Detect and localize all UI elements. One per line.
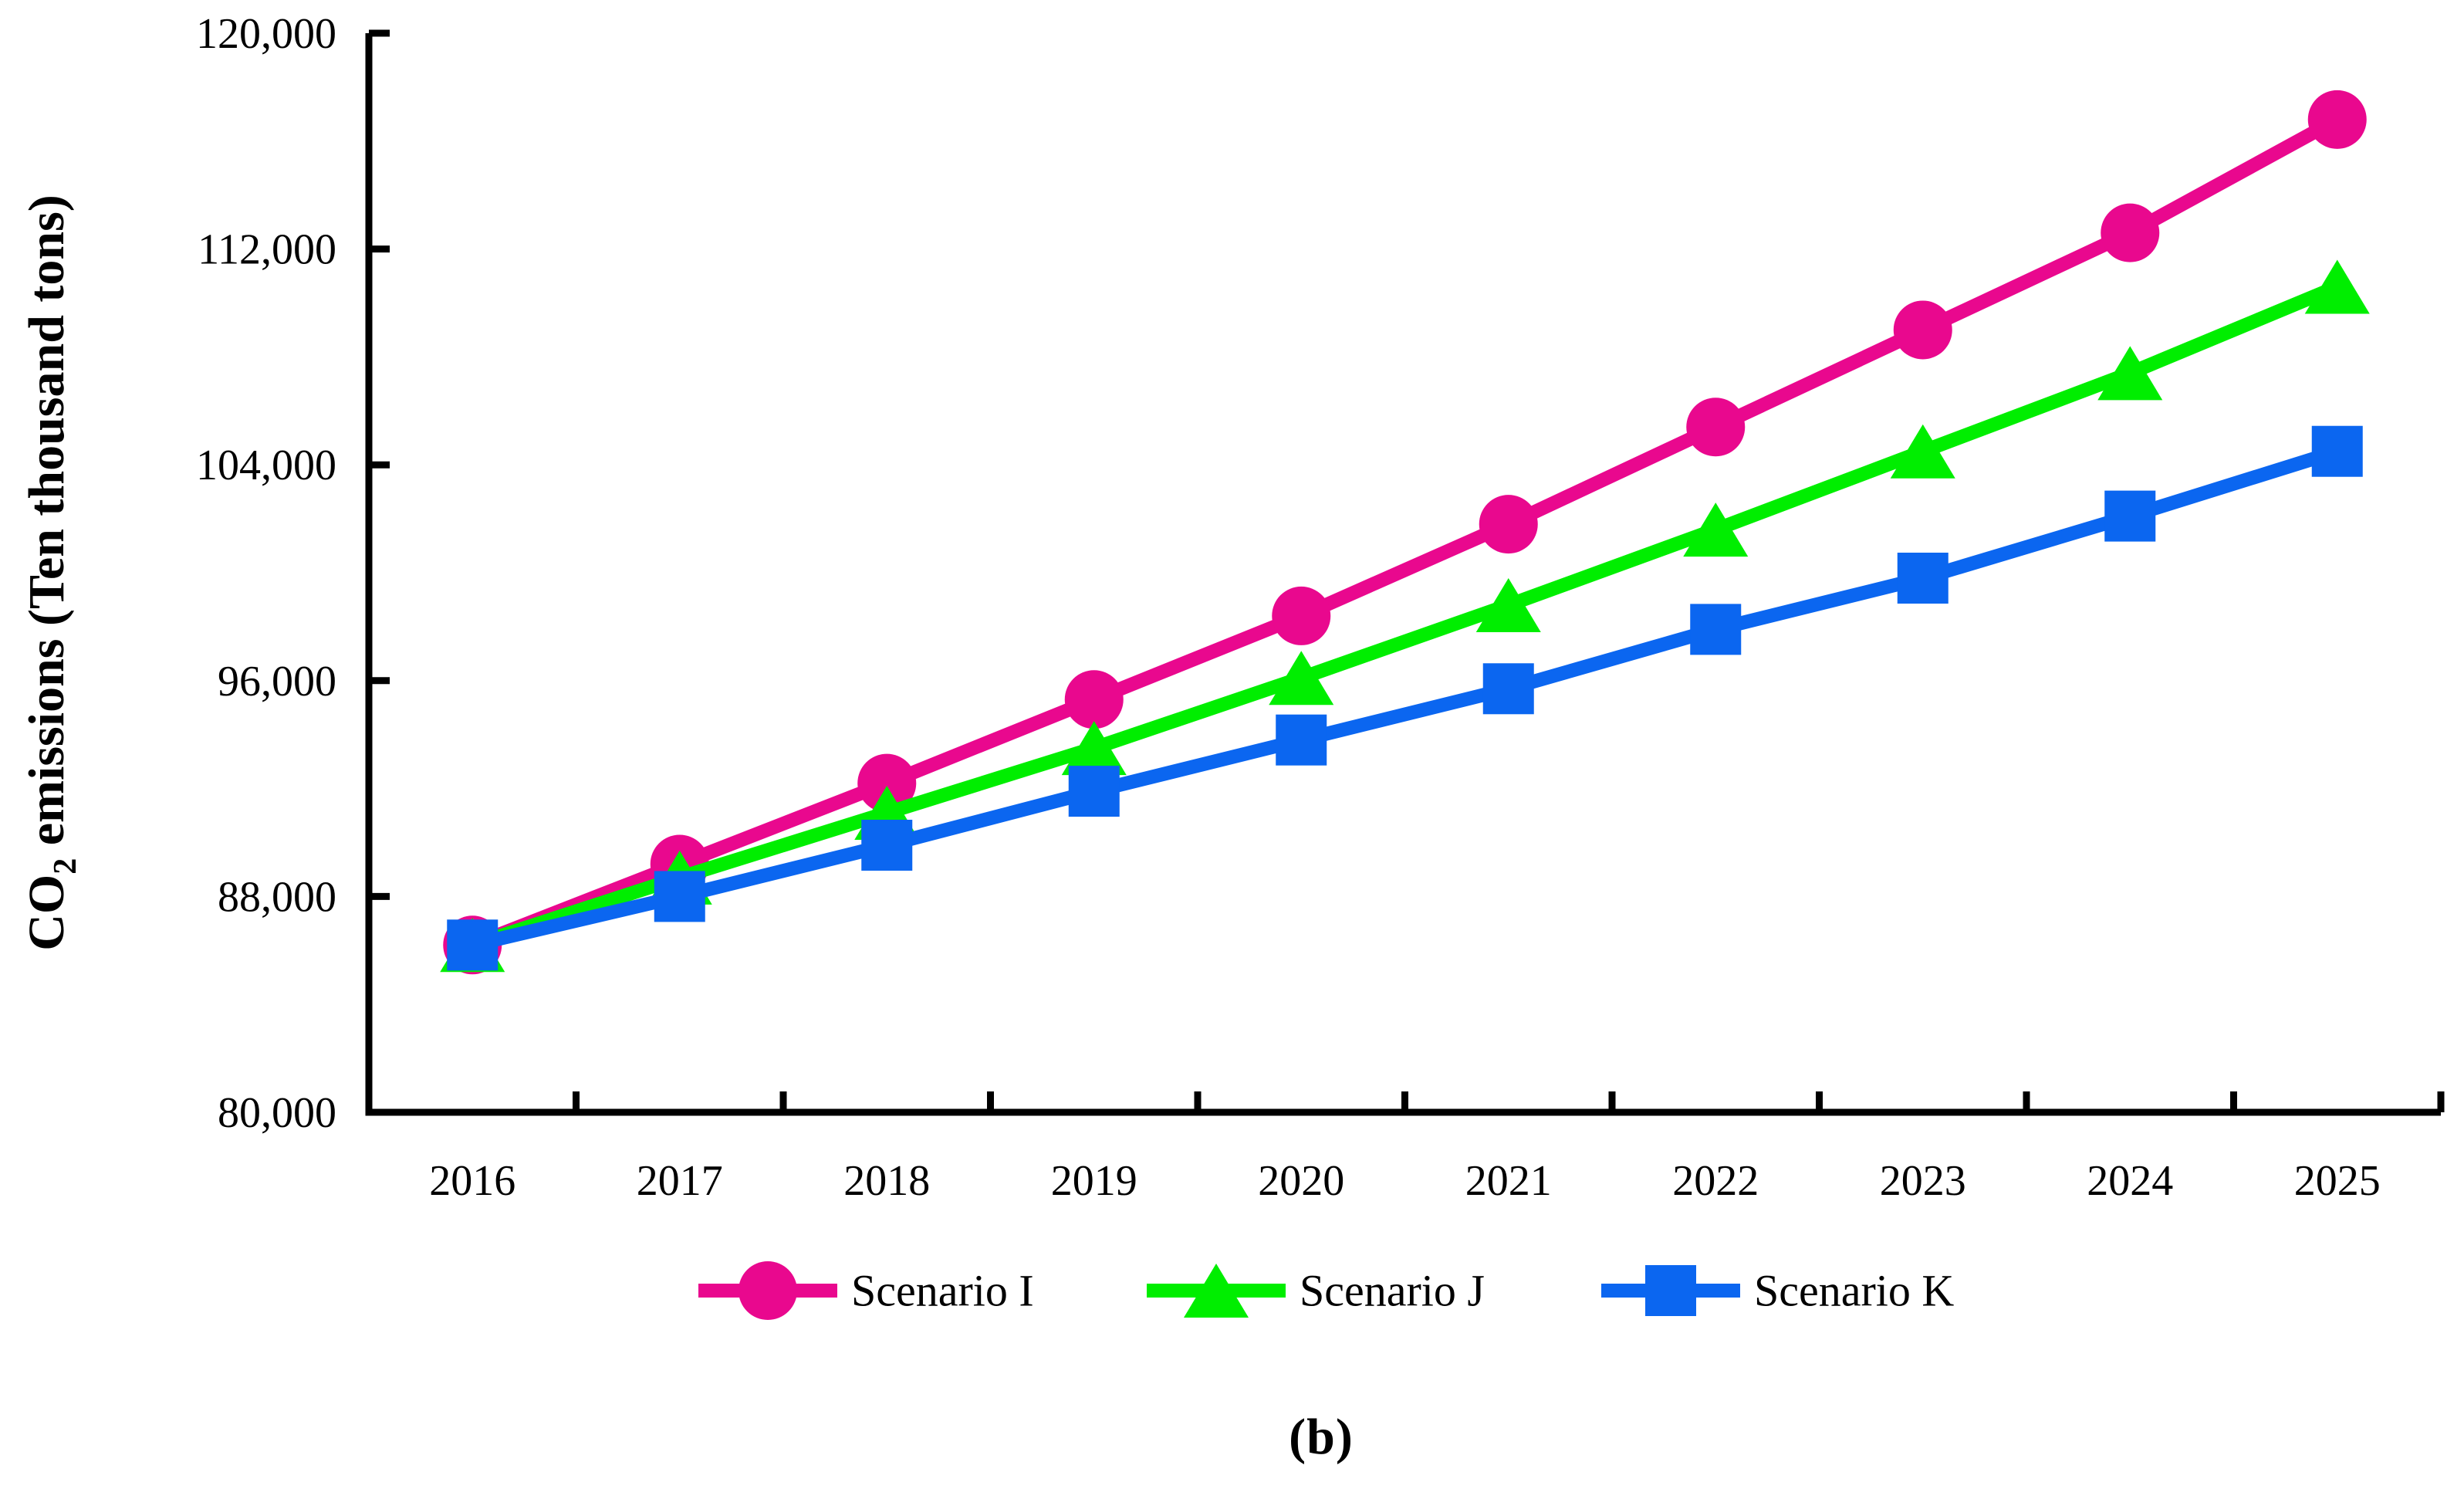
series-scenario-k-marker [861, 819, 913, 871]
series-scenario-k-marker [1690, 604, 1742, 655]
x-tick-label: 2021 [1465, 1157, 1552, 1205]
series-scenario-i-marker [1272, 586, 1331, 645]
x-tick-label: 2025 [2294, 1157, 2381, 1205]
series-scenario-i-marker [2101, 203, 2160, 262]
series-scenario-i-marker [1893, 300, 1952, 360]
legend-triangle-icon [1184, 1264, 1249, 1318]
series-scenario-i-line [465, 112, 2344, 953]
series-scenario-j-marker [2097, 346, 2163, 401]
figure-caption: (b) [1289, 1409, 1354, 1465]
series-scenario-i-marker [857, 753, 917, 813]
legend-square-icon [1645, 1265, 1696, 1316]
x-tick-label: 2023 [1880, 1157, 1966, 1205]
x-tick-label: 2016 [429, 1157, 515, 1205]
series-scenario-j-marker [1061, 721, 1127, 776]
legend-label: Scenario K [1754, 1266, 1954, 1316]
x-tick-label: 2018 [843, 1157, 930, 1205]
x-tick-label: 2019 [1051, 1157, 1137, 1205]
x-tick-label: 2020 [1258, 1157, 1344, 1205]
series-scenario-j-marker [1269, 651, 1334, 706]
y-tick-label: 96,000 [218, 658, 336, 706]
legend-item-scenario-i: Scenario I [698, 1261, 1034, 1320]
series-scenario-j-marker [1475, 577, 1541, 632]
legend-circle-icon [739, 1261, 797, 1320]
series-scenario-k-marker [2104, 490, 2156, 542]
series-scenario-k-marker [2311, 425, 2363, 477]
series-scenario-k-marker [654, 871, 705, 922]
series-scenario-k-line [465, 444, 2344, 953]
series-scenario-k-marker [447, 919, 499, 971]
series-scenario-j-line [465, 279, 2344, 953]
legend-label: Scenario J [1300, 1266, 1485, 1316]
series-scenario-k-marker [1482, 663, 1534, 715]
y-tick-label: 80,000 [218, 1089, 336, 1137]
series-scenario-i-marker [1064, 670, 1124, 729]
series-scenario-j-marker [2304, 259, 2370, 314]
y-tick-label: 88,000 [218, 873, 336, 921]
legend-item-scenario-k: Scenario K [1601, 1265, 1954, 1316]
legend: Scenario I Scenario J Scenario K [698, 1261, 1954, 1320]
series-scenario-j-marker [1890, 424, 1955, 479]
series-scenario-k [447, 425, 2363, 971]
y-tick-label: 104,000 [196, 442, 336, 489]
legend-label: Scenario I [851, 1266, 1034, 1316]
legend-item-scenario-j: Scenario J [1147, 1264, 1485, 1318]
y-axis-title: CO2 emissions (Ten thousand tons) [19, 195, 83, 950]
series-scenario-j [440, 259, 2370, 973]
y-tick-label: 112,000 [198, 226, 336, 274]
series-scenario-i-marker [1479, 495, 1538, 554]
x-tick-label: 2022 [1672, 1157, 1759, 1205]
series-scenario-j-marker [1683, 502, 1749, 557]
series-scenario-i-marker [1686, 398, 1746, 457]
series-scenario-k-marker [1276, 714, 1327, 766]
x-tick-label: 2024 [2087, 1157, 2173, 1205]
x-tick-label: 2017 [637, 1157, 723, 1205]
series-scenario-k-marker [1068, 766, 1120, 817]
series-scenario-i-marker [2307, 90, 2367, 149]
y-tick-label: 120,000 [196, 10, 336, 58]
series-scenario-k-marker [1897, 552, 1949, 604]
